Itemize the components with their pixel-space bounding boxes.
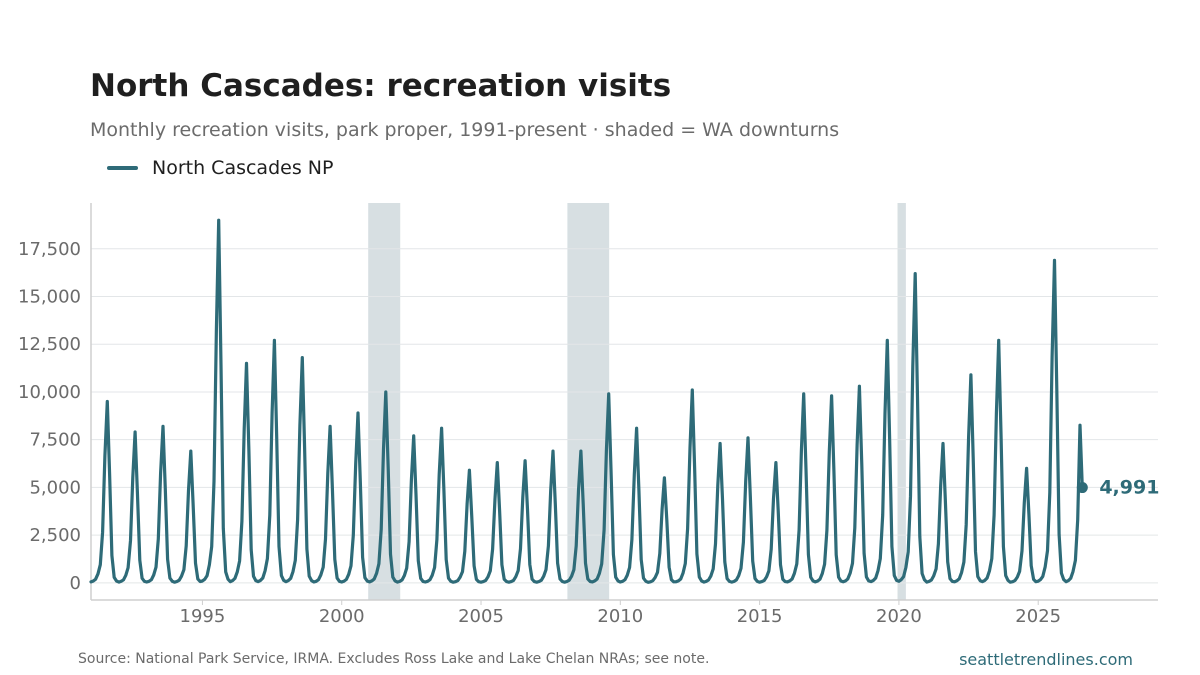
x-tick-label: 1995 — [180, 606, 226, 627]
chart-title: North Cascades: recreation visits — [90, 68, 672, 104]
axes — [90, 203, 1158, 601]
x-tick-label: 2005 — [458, 606, 504, 627]
x-tick-labels: 1995 2000 2005 2010 2015 2020 2025 — [180, 600, 1061, 627]
x-tick-label: 2015 — [737, 606, 783, 627]
y-tick-label: 10,000 — [18, 382, 81, 403]
x-tick-label: 2020 — [876, 606, 922, 627]
y-tick-label: 7,500 — [29, 430, 81, 451]
y-tick-label: 2,500 — [29, 525, 81, 546]
downturn-shading — [368, 203, 906, 600]
end-marker-group: 4,991 — [1076, 477, 1159, 499]
legend: North Cascades NP — [107, 157, 333, 179]
y-tick-label: 0 — [70, 573, 81, 594]
x-tick-label: 2000 — [319, 606, 365, 627]
chart-subtitle: Monthly recreation visits, park proper, … — [90, 119, 840, 141]
series-line-north-cascades-np — [89, 218, 1084, 584]
y-tick-label: 12,500 — [18, 334, 81, 355]
source-note: Source: National Park Service, IRMA. Exc… — [78, 651, 710, 667]
x-tick-label: 2010 — [597, 606, 643, 627]
brand-link[interactable]: seattletrendlines.com — [959, 650, 1133, 669]
downturn-band-2 — [567, 203, 610, 600]
end-value-label: 4,991 — [1099, 477, 1159, 499]
y-tick-label: 5,000 — [29, 477, 81, 498]
legend-label: North Cascades NP — [152, 157, 334, 179]
y-tick-label: 15,000 — [18, 287, 81, 308]
y-tick-label: 17,500 — [18, 239, 81, 260]
end-point-marker — [1076, 482, 1088, 494]
y-tick-labels: 0 2,500 5,000 7,500 10,000 12,500 15,000 17,500 — [18, 239, 81, 594]
grid-lines — [91, 248, 1158, 584]
downturn-band-3 — [897, 203, 906, 600]
series-layer — [89, 218, 1084, 584]
legend-line-swatch — [107, 166, 138, 170]
x-tick-label: 2025 — [1015, 606, 1061, 627]
